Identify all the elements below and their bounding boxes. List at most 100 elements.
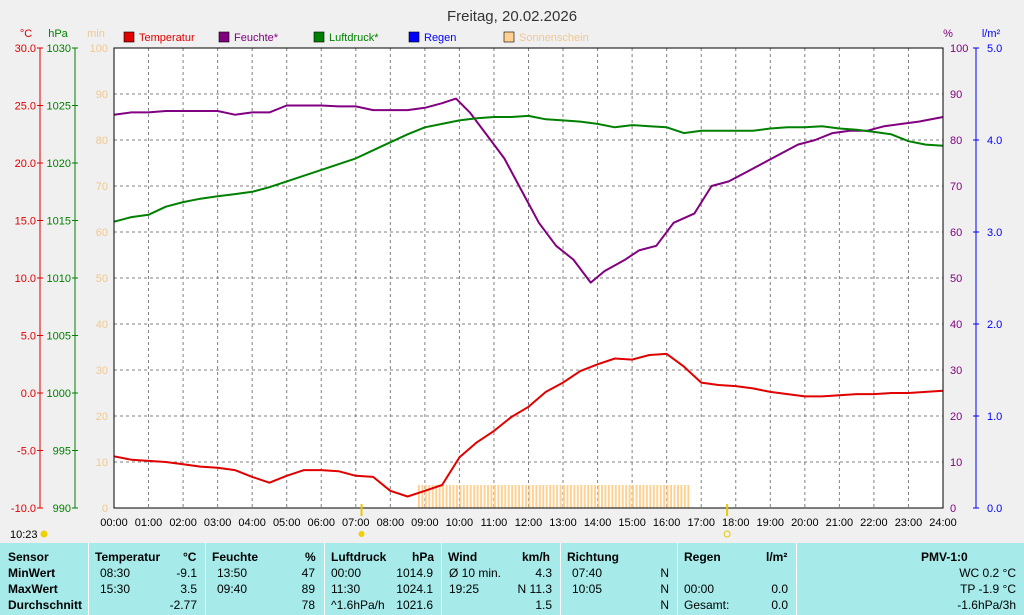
pmv-value: WC 0.2 °C bbox=[959, 566, 1016, 580]
humidity-tick-label: 70 bbox=[950, 181, 962, 193]
sunrise-dot bbox=[358, 531, 365, 537]
sunshine-bar bbox=[656, 485, 659, 508]
temp-time: 08:30 bbox=[100, 566, 131, 580]
x-tick-label: 10:00 bbox=[446, 517, 474, 529]
legend-item: Luftdruck* bbox=[313, 31, 379, 44]
temp-tick-label: 20.0 bbox=[15, 158, 36, 170]
pressure-tick-label: 1005 bbox=[47, 331, 71, 343]
sunshine-bar bbox=[580, 485, 583, 508]
pressure-unit-label: hPa bbox=[48, 28, 68, 40]
hum-value: 78 bbox=[301, 598, 315, 612]
pressure-tick-label: 1015 bbox=[47, 216, 71, 228]
wind-time: Ø 10 min. bbox=[449, 566, 502, 580]
hum-value: 89 bbox=[301, 582, 315, 596]
humidity-tick-label: 40 bbox=[950, 319, 962, 331]
pressure-tick-label: 995 bbox=[53, 446, 71, 458]
chart-title: Freitag, 20.02.2026 bbox=[447, 8, 577, 25]
chart-grid bbox=[114, 48, 943, 508]
temp-value: -2.77 bbox=[169, 598, 197, 612]
pressure-tick-label: 1025 bbox=[47, 101, 71, 113]
sunshine-bar bbox=[601, 485, 603, 508]
hum-time: 09:40 bbox=[217, 582, 248, 596]
legend-swatch bbox=[123, 31, 135, 43]
row-label: Durchschnitt bbox=[8, 598, 83, 612]
timestamp-sun-dot bbox=[40, 530, 48, 538]
dir-value: N bbox=[660, 598, 669, 612]
sunshine-bar bbox=[476, 485, 479, 508]
sunshine-bar bbox=[445, 485, 448, 508]
sunshine-bar bbox=[639, 485, 641, 508]
press-value: 1021.6 bbox=[396, 598, 433, 612]
sunshine-bar bbox=[421, 485, 424, 508]
sunshine-bar bbox=[670, 485, 673, 508]
x-tick-label: 20:00 bbox=[791, 517, 819, 529]
header-temp-unit: °C bbox=[183, 550, 197, 564]
x-tick-label: 09:00 bbox=[411, 517, 439, 529]
sunshine-bar bbox=[576, 485, 579, 508]
x-tick-label: 16:00 bbox=[653, 517, 681, 529]
header-rain-unit: l/m² bbox=[766, 550, 788, 564]
pressure-tick-label: 1020 bbox=[47, 158, 71, 170]
sunshine-bar bbox=[677, 485, 679, 508]
sunshine-bar bbox=[556, 485, 559, 508]
sunshine-bar bbox=[511, 485, 514, 508]
sunshine-bar bbox=[625, 485, 628, 508]
x-tick-label: 21:00 bbox=[826, 517, 854, 529]
sun-tick-label: 10 bbox=[96, 457, 108, 469]
sunshine-bar bbox=[628, 485, 631, 508]
temp-tick-label: 30.0 bbox=[15, 43, 36, 55]
legend-label: Luftdruck* bbox=[329, 32, 379, 44]
sunshine-bar bbox=[642, 485, 645, 508]
sunshine-bar bbox=[487, 485, 489, 508]
temperature-line bbox=[113, 352, 944, 498]
sunshine-bar bbox=[507, 485, 510, 508]
sunshine-bar bbox=[417, 485, 420, 508]
sunshine-bar bbox=[438, 485, 441, 508]
sunshine-bars bbox=[417, 485, 690, 508]
sunshine-bar bbox=[497, 485, 500, 508]
temp-tick-label: 25.0 bbox=[15, 101, 36, 113]
sun-tick-label: 20 bbox=[96, 411, 108, 423]
sunshine-bar bbox=[652, 485, 655, 508]
row-label: MaxWert bbox=[8, 582, 58, 596]
sunshine-bar bbox=[473, 485, 476, 508]
sunshine-bar bbox=[452, 485, 455, 508]
header-press-unit: hPa bbox=[412, 550, 435, 564]
sun-tick-label: 90 bbox=[96, 89, 108, 101]
rain-unit-label: l/m² bbox=[982, 28, 1001, 40]
sun-tick-label: 80 bbox=[96, 135, 108, 147]
legend-swatch bbox=[503, 31, 515, 43]
legend-item: Regen bbox=[408, 31, 456, 44]
header-direction: Richtung bbox=[567, 550, 619, 564]
humidity-tick-label: 100 bbox=[950, 43, 968, 55]
sunshine-bar bbox=[490, 485, 493, 508]
legend-swatch bbox=[408, 31, 420, 43]
press-time: ^1.6hPa/h bbox=[331, 598, 385, 612]
pressure-tick-label: 1030 bbox=[47, 43, 71, 55]
temp-value: 3.5 bbox=[180, 582, 197, 596]
sunshine-bar bbox=[528, 485, 531, 508]
humidity-unit-label: % bbox=[943, 28, 953, 40]
weather-chart: 30.025.020.015.010.05.00.0-5.0-10.010301… bbox=[10, 8, 1003, 541]
legend-label: Feuchte* bbox=[234, 32, 279, 44]
dir-value: N bbox=[660, 582, 669, 596]
sun-tick-label: 50 bbox=[96, 273, 108, 285]
temp-tick-label: -10.0 bbox=[11, 503, 36, 515]
header-temperature: Temperatur bbox=[95, 550, 161, 564]
sunshine-bar bbox=[645, 485, 648, 508]
temp-tick-label: 10.0 bbox=[15, 273, 36, 285]
sunshine-bar bbox=[466, 485, 469, 508]
pressure-tick-label: 1000 bbox=[47, 388, 71, 400]
sunshine-bar bbox=[504, 485, 507, 508]
temp-tick-label: 15.0 bbox=[15, 216, 36, 228]
hum-time: 13:50 bbox=[217, 566, 248, 580]
x-tick-label: 07:00 bbox=[342, 517, 370, 529]
pmv-value: -1.6hPa/3h bbox=[957, 598, 1016, 612]
x-tick-label: 11:00 bbox=[481, 517, 508, 529]
humidity-tick-label: 80 bbox=[950, 135, 962, 147]
sunshine-bar bbox=[431, 485, 434, 508]
x-tick-label: 05:00 bbox=[273, 517, 301, 529]
temp-time: 15:30 bbox=[100, 582, 131, 596]
header-wind: Wind bbox=[448, 550, 478, 564]
sun-tick-label: 30 bbox=[96, 365, 108, 377]
